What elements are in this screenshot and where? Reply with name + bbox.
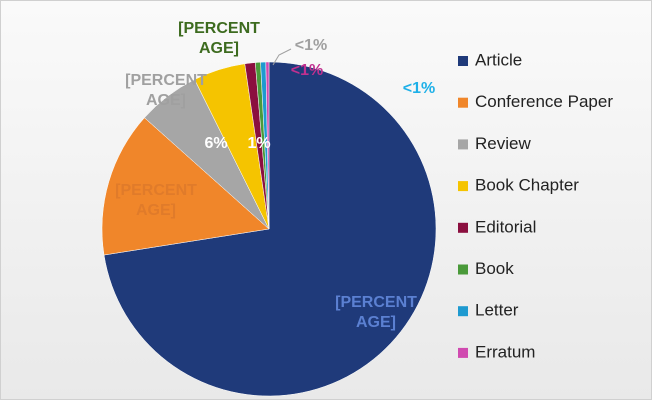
pie-slice — [101, 117, 270, 256]
legend-swatch — [458, 181, 468, 192]
data-label: [PERCENTAGE] — [178, 20, 260, 57]
pie-slice — [265, 61, 270, 230]
legend-swatch — [458, 56, 468, 66]
leader-line — [272, 48, 292, 66]
data-label: <1% — [294, 37, 328, 54]
legend-label: Letter — [475, 301, 519, 320]
data-label: <1% — [290, 62, 324, 79]
pie-slice — [103, 61, 437, 397]
legend-swatch — [458, 97, 468, 108]
legend-swatch — [458, 139, 468, 150]
data-label: 1% — [247, 135, 271, 152]
legend-label: Review — [475, 134, 531, 153]
data-label: [PERCENTAGE] — [125, 72, 207, 109]
data-label: <1% — [402, 80, 436, 97]
legend-label: Article — [475, 50, 522, 69]
data-label: [PERCENTAGE] — [115, 182, 197, 219]
legend-swatch — [458, 306, 468, 317]
annotation: 6% — [204, 135, 228, 152]
legend-label: Book Chapter — [475, 176, 579, 195]
data-label: [PERCENTAGE] — [335, 294, 417, 331]
legend-swatch — [458, 264, 468, 275]
legend-swatch — [458, 347, 468, 358]
legend-label: Conference Paper — [475, 92, 613, 111]
legend-label: Book — [475, 259, 514, 278]
legend-label: Erratum — [475, 342, 535, 361]
legend-swatch — [458, 222, 468, 233]
legend-label: Editorial — [475, 217, 536, 236]
